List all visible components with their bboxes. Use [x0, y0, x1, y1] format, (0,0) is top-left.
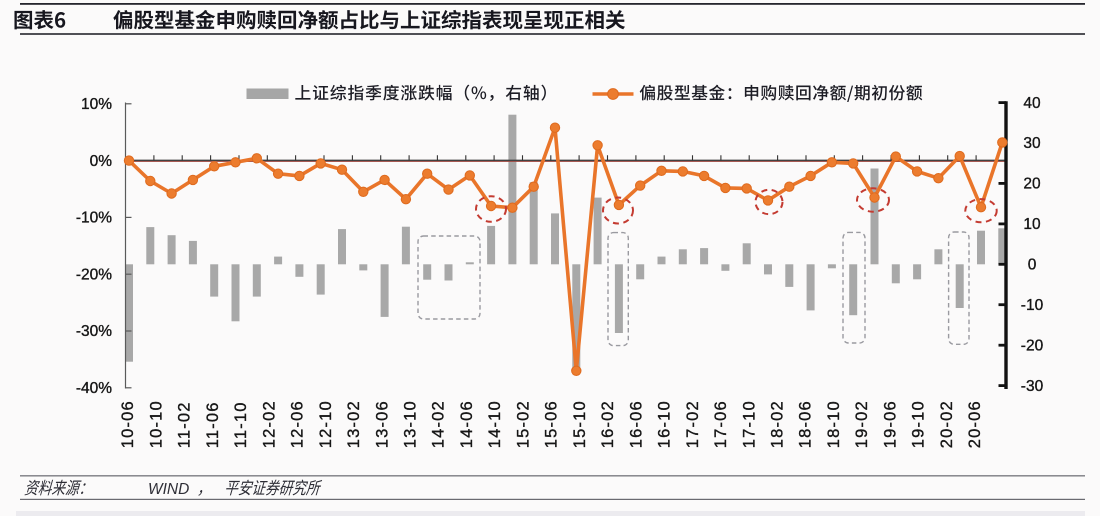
- svg-text:10: 10: [1023, 216, 1041, 233]
- svg-text:17-10: 17-10: [740, 400, 758, 448]
- svg-text:12-06: 12-06: [289, 400, 307, 448]
- svg-text:15-02: 15-02: [514, 400, 532, 448]
- svg-text:-20%: -20%: [76, 266, 112, 283]
- svg-text:11-06: 11-06: [204, 401, 222, 448]
- svg-text:10-06: 10-06: [119, 400, 137, 448]
- svg-text:-30: -30: [1021, 378, 1044, 395]
- svg-text:16-06: 16-06: [627, 400, 645, 448]
- svg-text:19-06: 19-06: [881, 400, 899, 448]
- svg-text:19-10: 19-10: [910, 400, 928, 448]
- svg-text:30: 30: [1023, 135, 1041, 152]
- svg-text:-10%: -10%: [76, 210, 112, 227]
- svg-text:10-10: 10-10: [147, 400, 165, 448]
- svg-text:10%: 10%: [81, 96, 112, 113]
- svg-text:20: 20: [1023, 176, 1041, 193]
- svg-text:12-10: 12-10: [317, 400, 335, 448]
- svg-text:-10: -10: [1021, 297, 1044, 314]
- svg-text:11-10: 11-10: [232, 401, 250, 448]
- svg-text:0: 0: [1028, 257, 1037, 274]
- svg-text:14-10: 14-10: [486, 400, 504, 448]
- svg-text:-20: -20: [1021, 337, 1044, 354]
- svg-text:17-02: 17-02: [684, 400, 702, 448]
- svg-text:16-02: 16-02: [599, 400, 617, 448]
- svg-text:13-06: 13-06: [373, 400, 391, 448]
- svg-text:18-02: 18-02: [769, 400, 787, 448]
- svg-text:18-10: 18-10: [825, 400, 843, 448]
- svg-text:11-02: 11-02: [176, 401, 194, 448]
- svg-text:20-02: 20-02: [938, 400, 956, 448]
- svg-text:15-06: 15-06: [543, 400, 561, 448]
- svg-text:-40%: -40%: [76, 380, 112, 397]
- svg-text:15-10: 15-10: [571, 400, 589, 448]
- svg-text:19-02: 19-02: [853, 400, 871, 448]
- svg-text:13-10: 13-10: [402, 400, 420, 448]
- svg-text:0%: 0%: [90, 153, 113, 170]
- svg-text:WIND: WIND: [148, 481, 189, 498]
- svg-text:14-02: 14-02: [430, 400, 448, 448]
- svg-text:-30%: -30%: [76, 323, 112, 340]
- svg-text:18-06: 18-06: [797, 400, 815, 448]
- svg-text:20-06: 20-06: [966, 400, 984, 448]
- svg-text:40: 40: [1023, 95, 1041, 112]
- svg-text:17-06: 17-06: [712, 400, 730, 448]
- svg-text:14-06: 14-06: [458, 400, 476, 448]
- svg-text:16-10: 16-10: [656, 400, 674, 448]
- svg-text:12-02: 12-02: [260, 400, 278, 448]
- svg-text:13-02: 13-02: [345, 400, 363, 448]
